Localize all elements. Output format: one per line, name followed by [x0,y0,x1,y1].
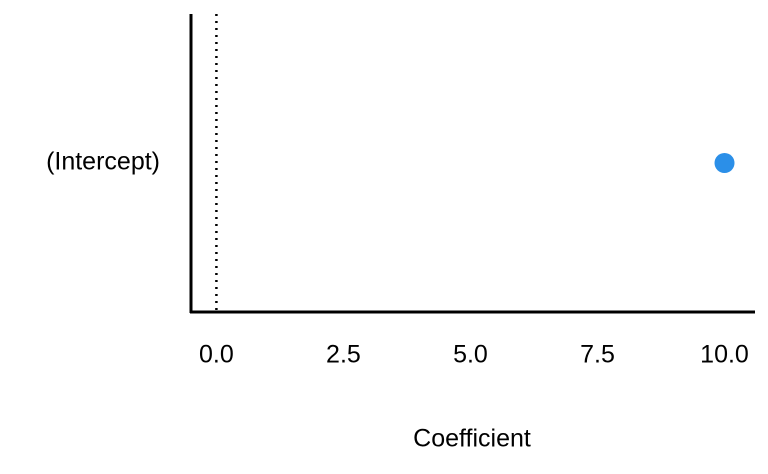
y-tick-label: (Intercept) [46,148,160,176]
point [714,153,735,173]
x-tick-label: 2.5 [326,341,361,369]
x-tick-label: 5.0 [453,341,488,369]
x-axis-title: Coefficient [413,425,531,453]
x-tick-label: 7.5 [580,341,615,369]
x-tick-label: 10.0 [700,341,749,369]
x-tick-label: 0.0 [199,341,234,369]
